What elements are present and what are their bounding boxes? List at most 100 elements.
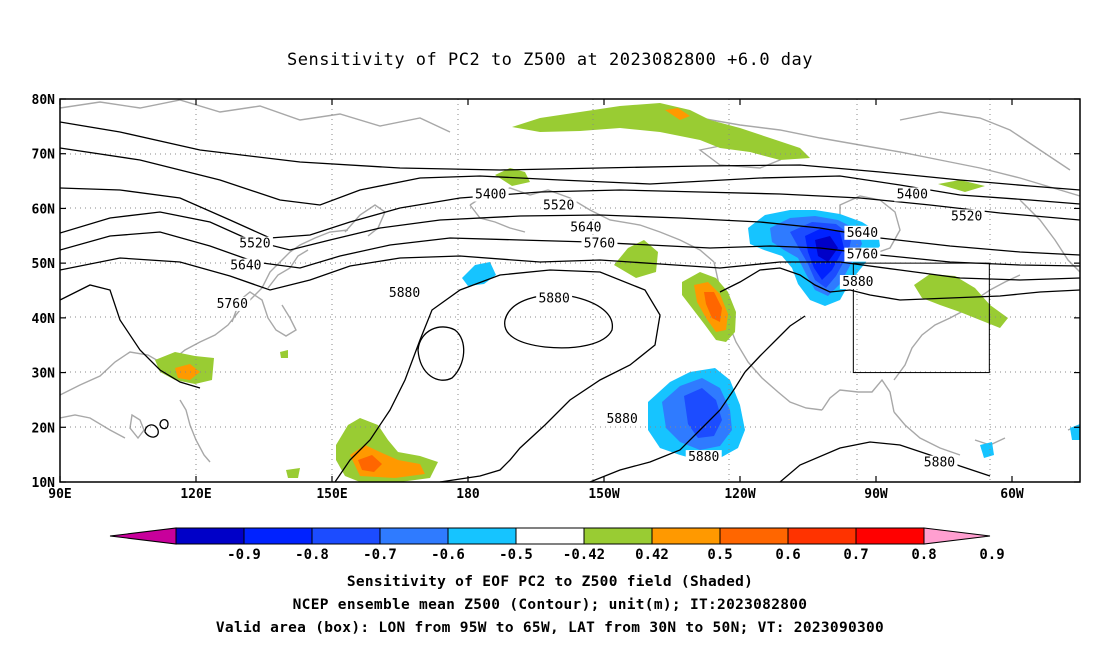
contour-label-bg [472, 187, 509, 202]
contour-label: 5520 [948, 209, 985, 224]
contour-label-bg [894, 187, 931, 202]
contour-label-bg [604, 411, 641, 426]
colorbar-max-extend [923, 527, 991, 545]
contour-label: 5880 [536, 291, 573, 306]
contour-label-text: 5640 [847, 226, 878, 241]
contour-label-text: 5880 [688, 450, 719, 465]
colorbar-label: -0.5 [499, 547, 533, 563]
contour-label: 5880 [604, 411, 641, 427]
contour-label: 5880 [839, 275, 876, 290]
contour-label-text: 5880 [606, 412, 637, 427]
lon-tick-label: 120E [180, 487, 211, 502]
contour-label-bg [581, 236, 618, 251]
contour-label-text: 5760 [217, 297, 248, 312]
lat-tick-label: 10N [32, 476, 56, 491]
contour-label-bg [844, 225, 881, 240]
contour-label: 5760 [214, 296, 251, 312]
lat-tick-label: 20N [32, 421, 56, 436]
contour-labels: 5400 5520 5640 5760 5880 5880 5760 5640 5520 5400… [214, 187, 985, 471]
plot-frame [59, 98, 1081, 483]
contour-label: 5400 [894, 187, 931, 202]
lon-tick-label: 90W [864, 487, 888, 502]
contour-label: 5760 [844, 247, 881, 263]
caption-shaded: Sensitivity of EOF PC2 to Z500 field (Sh… [346, 574, 754, 590]
colorbar-label: 0.8 [911, 547, 936, 563]
lon-tick-label: 120W [724, 487, 755, 502]
colorbar-swatch [583, 527, 653, 545]
colorbar-label: 0.5 [707, 547, 732, 563]
colorbar-label: 0.7 [843, 547, 868, 563]
colorbar-swatch [787, 527, 857, 545]
colorbar-label: -0.7 [363, 547, 397, 563]
lat-tick-label: 50N [32, 257, 56, 272]
contour-label: 5520 [540, 198, 577, 213]
contour-label-bg [839, 275, 876, 290]
contour-label-bg [921, 455, 958, 470]
contour-label-text: 5880 [538, 291, 569, 306]
lat-tick-label: 80N [32, 93, 56, 108]
colorbar-label: -0.8 [295, 547, 329, 563]
coastlines [60, 99, 1080, 463]
colorbar-label: -0.9 [227, 547, 261, 563]
contour-label: 5880 [685, 450, 722, 465]
colorbar: -0.9 -0.8 -0.7 -0.6 -0.5 -0.42 0.42 0.5 0.6 0.7 0.… [109, 527, 1005, 563]
caption-valid-area: Valid area (box): LON from 95W to 65W, L… [215, 620, 885, 636]
contour-label-text: 5400 [475, 187, 506, 202]
contour-label: 5520 [236, 236, 273, 252]
contour-label: 5640 [227, 258, 264, 274]
colorbar-label: -0.42 [563, 547, 605, 563]
contour-label: 5880 [921, 455, 958, 471]
sensitivity-shading [155, 103, 1080, 482]
contour-label: 5400 [472, 187, 509, 202]
colorbar-label: -0.6 [431, 547, 465, 563]
map-title: Sensitivity of PC2 to Z500 at 2023082800… [286, 50, 813, 70]
colorbar-swatch [379, 527, 449, 545]
caption-contour: NCEP ensemble mean Z500 (Contour); unit(… [292, 597, 808, 613]
contour-label-text: 5640 [570, 220, 601, 235]
contour-label-text: 5520 [543, 198, 574, 213]
contour-label-bg [844, 247, 881, 262]
colorbar-swatch [243, 527, 313, 545]
contour-label-text: 5520 [239, 237, 270, 252]
contour-label-bg [948, 209, 985, 224]
contour-label-text: 5880 [842, 275, 873, 290]
colorbar-swatch [175, 527, 245, 545]
lon-tick-label: 180 [456, 487, 480, 502]
contour-label: 5760 [581, 236, 618, 252]
lon-tick-label: 90E [48, 487, 71, 502]
colorbar-label: 0.42 [635, 547, 669, 563]
contour-label: 5640 [844, 225, 881, 241]
colorbar-min-extend [109, 527, 177, 545]
lat-tick-label: 40N [32, 312, 56, 327]
contour-label-text: 5640 [230, 259, 261, 274]
valid-area-box [852, 262, 990, 374]
contour-label-bg [540, 198, 577, 213]
colorbar-swatch [719, 527, 789, 545]
contour-label-text: 5760 [847, 248, 878, 263]
contour-label-bg [214, 296, 251, 311]
contour-label-bg [236, 236, 273, 251]
lat-tick-label: 30N [32, 367, 56, 382]
lon-tick-label: 150E [316, 487, 347, 502]
contour-label: 5640 [567, 220, 604, 235]
contour-label: 5880 [386, 285, 423, 301]
contour-label-text: 5400 [897, 187, 928, 202]
contour-label-text: 5880 [389, 286, 420, 301]
colorbar-label: 0.6 [775, 547, 800, 563]
colorbar-label: 0.9 [979, 547, 1004, 563]
axis-ticks [59, 98, 1080, 483]
lat-tick-label: 70N [32, 148, 56, 163]
contour-label-bg [567, 220, 604, 235]
lon-tick-label: 60W [1000, 487, 1024, 502]
lon-tick-label: 150W [588, 487, 619, 502]
contour-label-text: 5520 [951, 209, 982, 224]
contour-label-bg [386, 285, 423, 300]
colorbar-swatch [515, 527, 585, 545]
contour-label-bg [227, 258, 264, 273]
colorbar-swatch [855, 527, 925, 545]
colorbar-swatch [447, 527, 517, 545]
colorbar-swatch [311, 527, 381, 545]
colorbar-swatch [651, 527, 721, 545]
